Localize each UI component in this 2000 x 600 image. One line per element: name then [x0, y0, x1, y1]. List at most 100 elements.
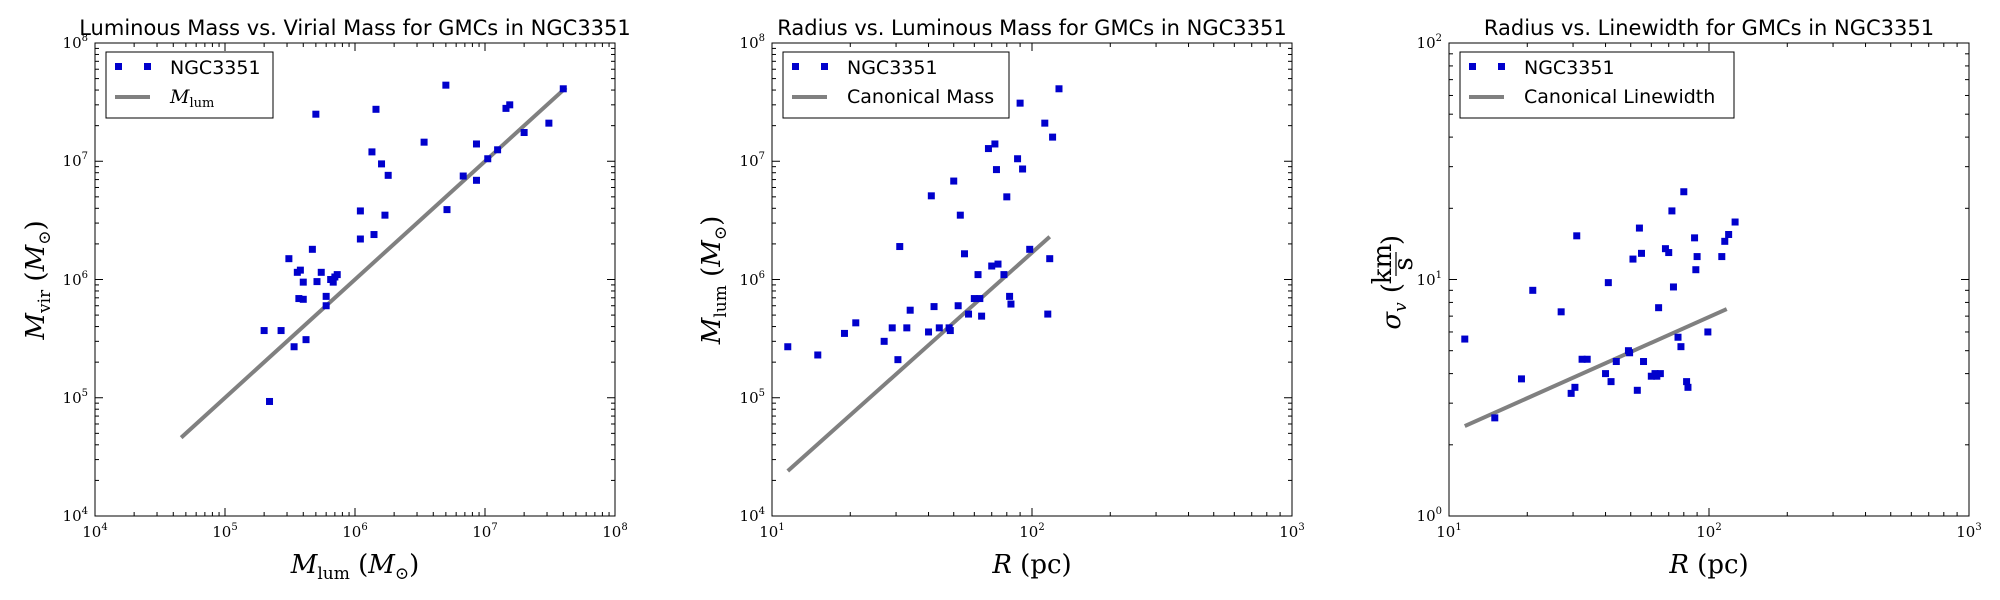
data-point — [988, 262, 996, 270]
plot-area — [1448, 42, 1970, 517]
legend-marker — [1469, 63, 1476, 70]
data-point — [925, 328, 933, 336]
series-line — [1463, 307, 1728, 428]
legend-box — [105, 51, 274, 119]
x-tick-label: 102 — [1696, 522, 1721, 541]
data-point — [978, 312, 986, 320]
data-point — [1612, 358, 1620, 366]
data-point — [1635, 224, 1643, 232]
data-point — [290, 343, 298, 351]
data-point — [420, 138, 428, 146]
data-point — [1626, 349, 1634, 357]
data-point — [814, 351, 822, 359]
data-point — [1055, 85, 1063, 93]
data-point — [1680, 188, 1688, 196]
x-tick-label: 101 — [1436, 522, 1461, 541]
data-point — [1049, 133, 1057, 141]
data-point — [295, 295, 303, 303]
data-point — [1721, 237, 1729, 245]
data-point — [1661, 245, 1669, 253]
y-tick-label: 106 — [63, 270, 88, 289]
x-axis-label: R (pc) — [991, 550, 1071, 580]
data-point — [329, 278, 337, 286]
data-point — [1006, 292, 1014, 300]
y-axis-symbol: σv — [1377, 302, 1411, 330]
y-tick-label: 108 — [740, 33, 765, 52]
data-point — [372, 105, 380, 113]
y-axis-paren-open: ( — [1377, 283, 1407, 293]
data-point — [1491, 414, 1499, 422]
legend-marker — [821, 63, 828, 70]
data-point — [950, 177, 958, 185]
fit-lines — [1463, 307, 1728, 428]
y-tick-label: 102 — [1417, 33, 1442, 52]
data-point — [285, 255, 293, 263]
tick-marks — [1448, 42, 1970, 517]
chart-title: Luminous Mass vs. Virial Mass for GMCs i… — [79, 16, 631, 40]
tick-marks — [94, 42, 616, 517]
legend-marker — [115, 63, 122, 70]
data-point — [1019, 165, 1027, 173]
data-point — [954, 302, 962, 310]
legend: NGC3351 Canonical Linewidth — [1459, 51, 1735, 119]
data-point — [935, 324, 943, 332]
data-point — [956, 211, 964, 219]
data-point — [852, 319, 860, 327]
data-point — [965, 310, 973, 318]
data-point — [1517, 375, 1525, 383]
data-point — [472, 176, 480, 184]
y-axis-unit-num: km — [1368, 244, 1398, 284]
x-tick-label: 106 — [342, 522, 367, 541]
data-point — [927, 192, 935, 200]
data-point — [312, 110, 320, 118]
data-point — [1693, 253, 1701, 261]
y-axis-label: Mvir (M⊙) — [21, 220, 55, 340]
data-point — [1014, 155, 1022, 163]
data-point — [880, 337, 888, 345]
legend: NGC3351 Mlum — [105, 51, 274, 119]
data-point — [1016, 99, 1024, 107]
data-point — [1046, 255, 1054, 263]
data-point — [545, 119, 553, 127]
data-point — [1461, 335, 1469, 343]
data-point — [1567, 389, 1575, 397]
data-point — [317, 268, 325, 276]
data-point — [1674, 333, 1682, 341]
data-point — [930, 303, 938, 311]
y-axis-unit-den: s — [1389, 257, 1419, 270]
y-tick-label: 101 — [1417, 270, 1442, 289]
data-point — [840, 329, 848, 337]
data-point — [994, 260, 1002, 268]
data-point — [1007, 300, 1015, 308]
y-tick-label: 105 — [740, 388, 765, 407]
y-axis-label: σv ( km s ) — [1368, 235, 1419, 330]
data-point — [1637, 249, 1645, 257]
legend-marker — [792, 63, 799, 70]
data-point — [384, 171, 392, 179]
legend-box — [782, 51, 1010, 119]
series-line — [179, 86, 568, 440]
y-axis-paren-close: ) — [1377, 235, 1407, 245]
data-point — [1529, 286, 1537, 294]
data-point — [1677, 343, 1685, 351]
data-point — [784, 343, 792, 351]
data-point — [1683, 378, 1691, 386]
data-point — [1655, 304, 1663, 312]
data-point — [308, 245, 316, 253]
data-point — [1653, 372, 1661, 380]
chart-title: Radius vs. Linewidth for GMCs in NGC3351 — [1484, 16, 1934, 40]
x-tick-label: 103 — [1956, 522, 1981, 541]
data-point — [494, 146, 502, 154]
x-axis-label: R (pc) — [1668, 550, 1748, 580]
y-tick-label: 107 — [63, 151, 88, 170]
data-point — [443, 206, 451, 214]
x-tick-label: 103 — [1279, 522, 1304, 541]
data-point — [888, 324, 896, 332]
data-point — [260, 327, 268, 335]
data-points — [1461, 188, 1739, 422]
x-tick-label: 107 — [472, 522, 497, 541]
legend-marker — [1498, 63, 1505, 70]
data-point — [896, 243, 904, 251]
data-point — [277, 327, 285, 335]
